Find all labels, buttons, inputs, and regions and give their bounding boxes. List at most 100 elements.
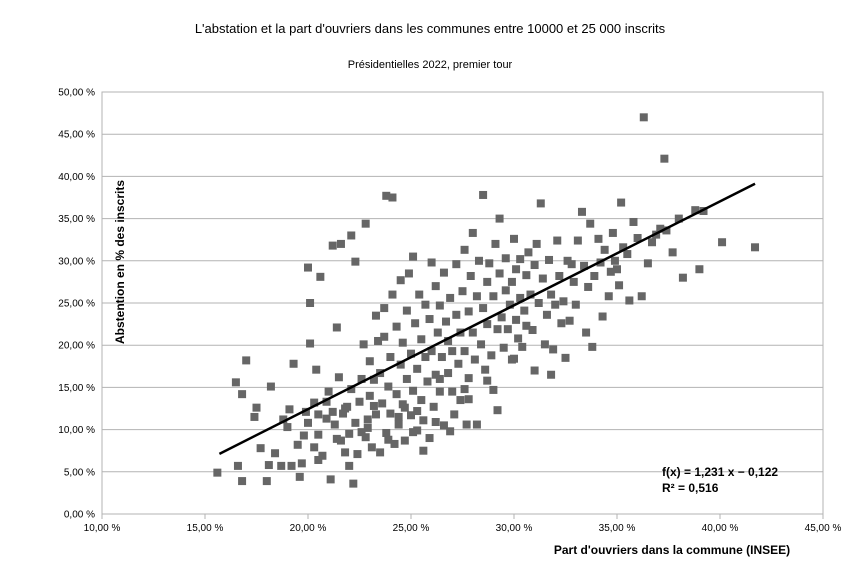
data-point [295,472,304,481]
data-point [495,214,504,223]
trendline-r-squared: R² = 0,516 [662,481,719,495]
data-point [437,353,446,362]
data-point [409,252,418,261]
data-point [427,258,436,267]
data-point [448,347,457,356]
data-point [365,357,374,366]
data-point [332,434,341,443]
data-point [231,378,240,387]
data-point [586,219,595,228]
data-point [398,338,407,347]
data-point [547,290,556,299]
data-point [328,241,337,250]
data-point [472,292,481,301]
data-point [582,328,591,337]
data-point [452,260,461,269]
data-point [446,293,455,302]
data-point [238,390,247,399]
data-point [400,436,409,445]
data-point [503,325,512,334]
data-point [489,292,498,301]
data-point [643,259,652,268]
data-point [339,409,348,418]
data-point [662,226,671,235]
data-point [442,317,451,326]
data-point [613,265,621,274]
data-point [341,448,350,457]
y-tick-label: 40,00 % [58,172,95,183]
data-point [532,239,541,248]
data-point [351,257,360,266]
y-tick-label: 30,00 % [58,256,95,267]
x-axis-ticks: 10,00 % 15,00 % 20,00 % 25,00 % 30,00 % 35,00… [84,523,842,534]
data-point [512,315,521,324]
data-point [444,369,453,378]
chart-subtitle: Présidentielles 2022, premier tour [348,59,513,71]
x-tick-label: 15,00 % [187,523,224,534]
data-point [402,306,411,315]
data-point [619,243,628,252]
data-point [407,349,415,358]
data-point [448,387,457,396]
data-point [606,267,615,276]
data-point [407,411,415,420]
data-point [549,345,558,354]
x-tick-label: 40,00 % [702,523,739,534]
data-point [495,269,504,278]
data-point [369,401,378,410]
data-point [415,290,424,299]
data-point [563,256,572,265]
data-point [516,293,525,302]
data-point [600,245,609,254]
data-point [528,326,537,335]
data-point [501,286,510,295]
data-point [695,265,704,274]
data-point [470,355,479,364]
data-point [365,391,374,400]
data-point [571,300,580,309]
data-point [557,319,566,328]
data-point [516,255,525,264]
data-point [512,265,521,274]
data-point [617,198,626,207]
data-point [460,347,469,356]
data-point [390,439,399,448]
data-point [598,312,607,321]
data-point [518,342,527,351]
data-point [262,477,271,486]
data-point [417,335,426,344]
data-point [289,359,298,368]
data-point [384,435,393,444]
data-point [522,321,531,330]
data-point [421,300,430,309]
data-point [299,431,308,440]
data-point [540,340,549,349]
data-point [466,271,475,280]
data-point [326,475,335,484]
data-point [419,446,428,455]
data-point [304,418,312,427]
data-point [382,191,391,200]
y-axis-label: Abstention en % des inscrits [113,180,127,344]
data-point [250,412,259,421]
y-tick-label: 10,00 % [58,425,95,436]
y-axis-ticks: 0,00 % 5,00 % 10,00 % 15,00 % 20,00 % 25,00 %… [58,88,95,521]
data-point [536,199,545,208]
y-tick-label: 5,00 % [64,467,95,478]
data-point [538,274,547,283]
data-point [452,310,461,319]
data-point [656,224,665,233]
data-point [514,334,523,343]
data-point [468,328,477,337]
data-point [266,382,275,391]
data-point [462,420,471,429]
chart-title: L'abstation et la part d'ouvriers dans l… [195,21,666,36]
data-point [271,449,280,458]
data-point [674,214,683,223]
data-point [639,113,648,122]
data-point [561,353,570,362]
x-tick-label: 35,00 % [599,523,636,534]
data-point [388,193,397,202]
data-point [615,281,624,290]
data-point [413,407,422,416]
